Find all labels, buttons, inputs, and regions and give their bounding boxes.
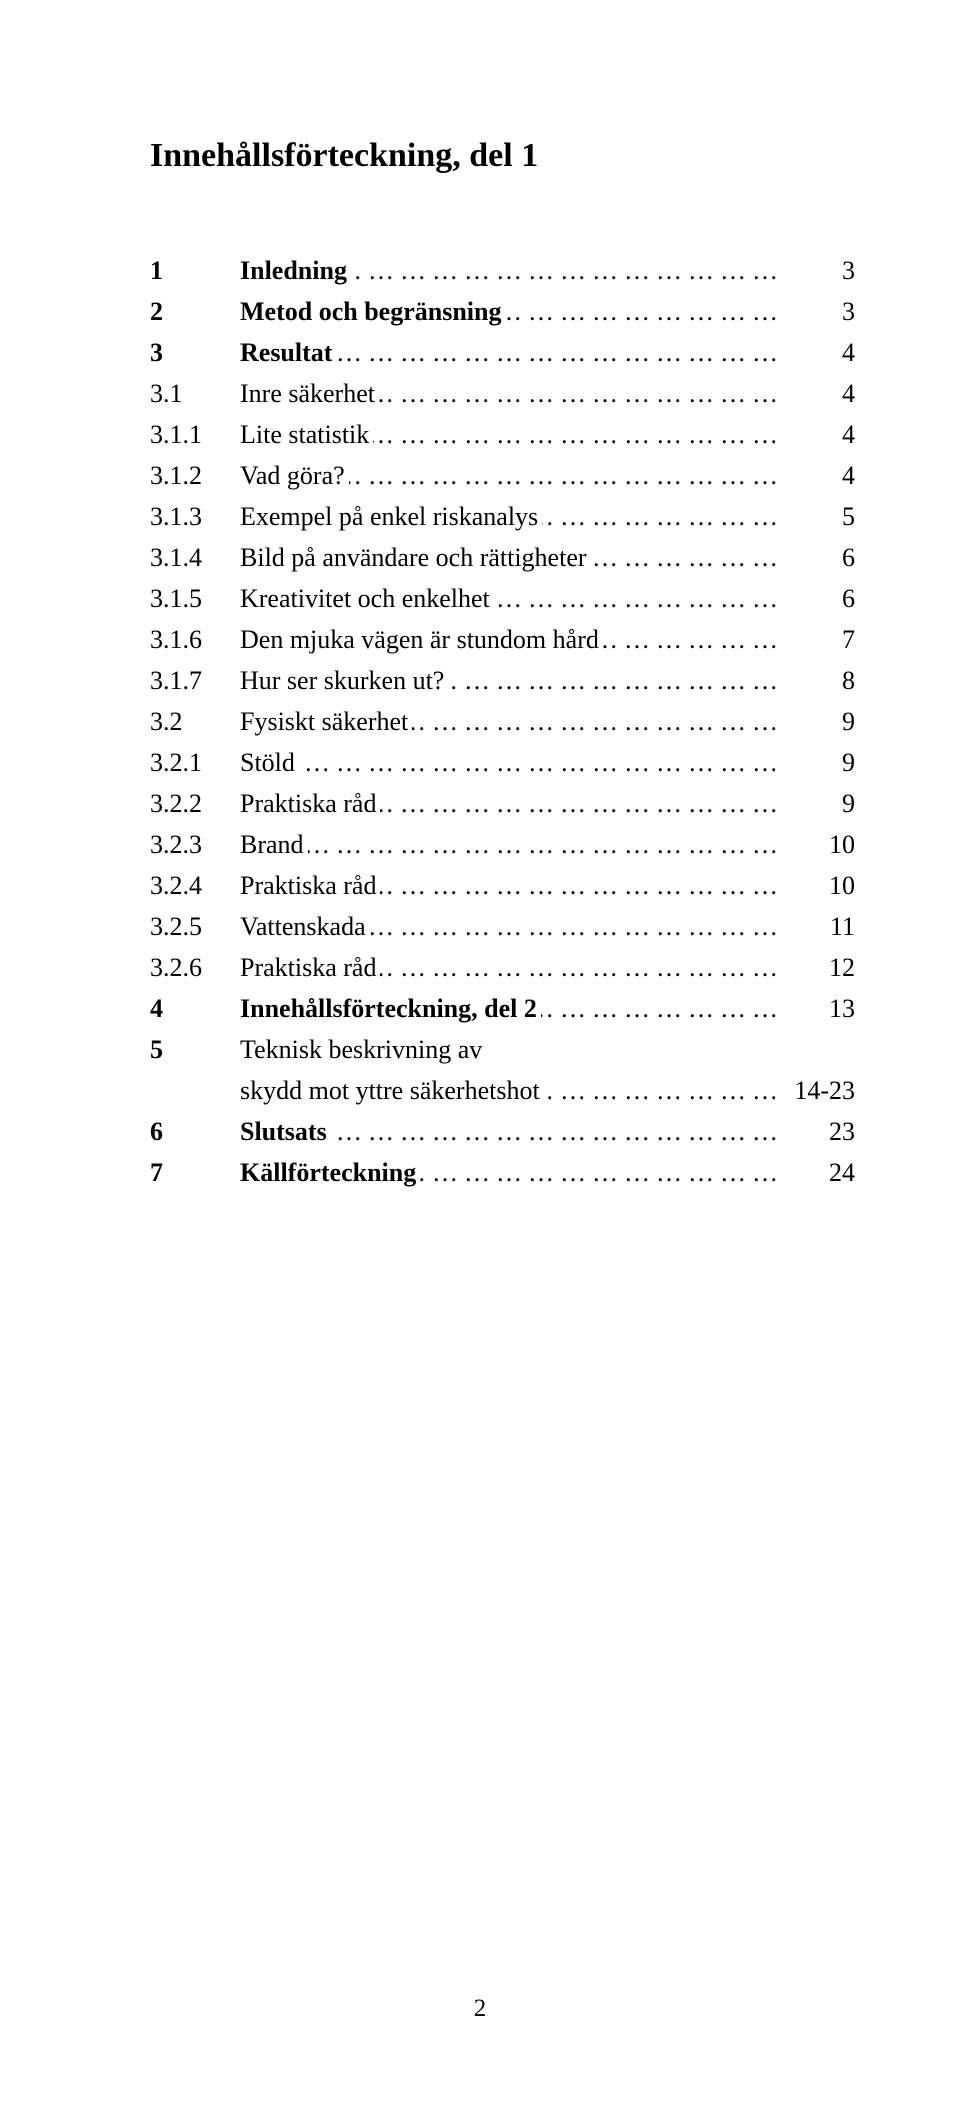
toc-row: 3.2Fysiskt säkerhet9 (150, 702, 855, 741)
toc-row: 5Teknisk beskrivning av (150, 1030, 855, 1069)
toc-row: 3Resultat4 (150, 333, 855, 372)
toc-entry-page: 11 (779, 907, 855, 946)
toc-entry-number: 2 (150, 292, 240, 331)
toc-entry-label: Kreativitet och enkelhet (240, 579, 779, 618)
toc-entry-number: 3.1.2 (150, 456, 240, 495)
toc-entry-number: 4 (150, 989, 240, 1028)
toc-entry-page: 9 (779, 743, 855, 782)
toc-row: 3.1.3Exempel på enkel riskanalys5 (150, 497, 855, 536)
toc-entry-number: 3.1.5 (150, 579, 240, 618)
toc-entry-page: 4 (779, 374, 855, 413)
toc-entry-number: 3.2.6 (150, 948, 240, 987)
toc-entry-number: 3.1.6 (150, 620, 240, 659)
toc-entry-label: Teknisk beskrivning av (240, 1030, 779, 1069)
toc-entry-number: 3 (150, 333, 240, 372)
toc-entry-label: Källförteckning (240, 1153, 779, 1192)
toc-entry-label: Vattenskada (240, 907, 779, 946)
toc-entry-label: Lite statistik (240, 415, 779, 454)
toc-entry-page: 6 (779, 579, 855, 618)
toc-entry-page: 10 (779, 866, 855, 905)
toc-entry-page: 9 (779, 784, 855, 823)
toc-row: 6Slutsats23 (150, 1112, 855, 1151)
page-number: 2 (0, 1990, 960, 2028)
toc-entry-number: 3.2 (150, 702, 240, 741)
toc-entry-label: Vad göra? (240, 456, 779, 495)
toc-entry-label: Stöld (240, 743, 779, 782)
toc-row: 3.1Inre säkerhet4 (150, 374, 855, 413)
toc-row: 3.1.5Kreativitet och enkelhet6 (150, 579, 855, 618)
toc-entry-number: 3.1.7 (150, 661, 240, 700)
toc-entry-page: 4 (779, 415, 855, 454)
toc-entry-page: 7 (779, 620, 855, 659)
toc-title: Innehållsförteckning, del 1 (150, 130, 855, 181)
toc-list: 1Inledning32Metod och begränsning33Resul… (150, 251, 855, 1192)
toc-entry-number: 3.1.1 (150, 415, 240, 454)
toc-entry-page: 24 (779, 1153, 855, 1192)
toc-entry-page: 12 (779, 948, 855, 987)
toc-entry-number: 3.2.1 (150, 743, 240, 782)
toc-entry-number: 3.2.2 (150, 784, 240, 823)
toc-entry-label: Slutsats (240, 1112, 779, 1151)
toc-entry-number: 3.2.3 (150, 825, 240, 864)
toc-entry-label: Inledning (240, 251, 779, 290)
toc-entry-number: 6 (150, 1112, 240, 1151)
toc-row: 3.2.5Vattenskada11 (150, 907, 855, 946)
toc-entry-label: Hur ser skurken ut? (240, 661, 779, 700)
toc-entry-number: 5 (150, 1030, 240, 1069)
toc-row: 3.1.2Vad göra?4 (150, 456, 855, 495)
toc-row: skydd mot yttre säkerhetshot14-23 (150, 1071, 855, 1110)
toc-entry-number: 1 (150, 251, 240, 290)
toc-entry-label: Praktiska råd (240, 948, 779, 987)
toc-entry-page: 4 (779, 456, 855, 495)
toc-row: 2Metod och begränsning3 (150, 292, 855, 331)
toc-row: 3.1.1Lite statistik4 (150, 415, 855, 454)
toc-entry-label: Fysiskt säkerhet (240, 702, 779, 741)
toc-row: 7Källförteckning24 (150, 1153, 855, 1192)
toc-entry-label: Inre säkerhet (240, 374, 779, 413)
toc-entry-label: Resultat (240, 333, 779, 372)
toc-row: 1Inledning3 (150, 251, 855, 290)
toc-entry-page: 10 (779, 825, 855, 864)
toc-entry-page: 13 (779, 989, 855, 1028)
toc-row: 3.2.6Praktiska råd12 (150, 948, 855, 987)
toc-row: 3.2.4Praktiska råd10 (150, 866, 855, 905)
toc-entry-number: 3.1.3 (150, 497, 240, 536)
toc-entry-label: Den mjuka vägen är stundom hård (240, 620, 779, 659)
toc-row: 3.2.1Stöld9 (150, 743, 855, 782)
toc-entry-label: Brand (240, 825, 779, 864)
toc-entry-number: 3.1 (150, 374, 240, 413)
toc-row: 3.1.6Den mjuka vägen är stundom hård7 (150, 620, 855, 659)
toc-row: 3.2.2Praktiska råd9 (150, 784, 855, 823)
toc-entry-label: Metod och begränsning (240, 292, 779, 331)
toc-entry-label: skydd mot yttre säkerhetshot (240, 1071, 779, 1110)
toc-entry-number: 3.1.4 (150, 538, 240, 577)
toc-entry-label: Innehållsförteckning, del 2 (240, 989, 779, 1028)
toc-entry-number: 3.2.4 (150, 866, 240, 905)
toc-entry-page: 3 (779, 251, 855, 290)
toc-row: 3.1.4Bild på användare och rättigheter6 (150, 538, 855, 577)
toc-row: 3.2.3Brand10 (150, 825, 855, 864)
toc-entry-page: 4 (779, 333, 855, 372)
toc-row: 3.1.7Hur ser skurken ut?8 (150, 661, 855, 700)
toc-entry-page: 8 (779, 661, 855, 700)
toc-entry-label: Bild på användare och rättigheter (240, 538, 779, 577)
toc-entry-label: Praktiska råd (240, 866, 779, 905)
toc-entry-page: 14-23 (779, 1071, 855, 1110)
toc-entry-page: 3 (779, 292, 855, 331)
toc-entry-label: Exempel på enkel riskanalys (240, 497, 779, 536)
toc-entry-label: Praktiska råd (240, 784, 779, 823)
toc-row: 4Innehållsförteckning, del 213 (150, 989, 855, 1028)
toc-entry-number: 3.2.5 (150, 907, 240, 946)
document-page: Innehållsförteckning, del 1 1Inledning32… (0, 0, 960, 2127)
toc-entry-page: 9 (779, 702, 855, 741)
toc-entry-number: 7 (150, 1153, 240, 1192)
toc-entry-page: 5 (779, 497, 855, 536)
toc-entry-page: 6 (779, 538, 855, 577)
toc-entry-page: 23 (779, 1112, 855, 1151)
